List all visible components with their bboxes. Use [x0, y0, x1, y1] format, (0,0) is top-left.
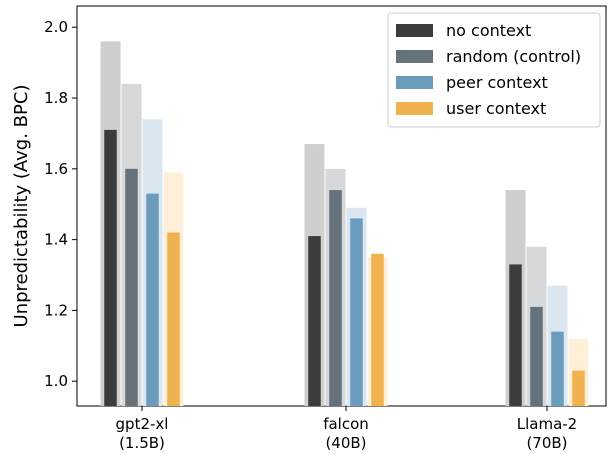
bar [350, 218, 363, 406]
bar [572, 370, 585, 406]
y-tick-label: 1.2 [44, 301, 68, 319]
legend-label: no context [446, 21, 531, 40]
bar [146, 193, 159, 406]
bar [125, 168, 138, 406]
y-tick-label: 1.0 [44, 372, 68, 390]
bar [371, 253, 384, 406]
bar [329, 190, 342, 406]
x-tick-sublabel: (1.5B) [119, 434, 165, 452]
y-tick-label: 1.4 [44, 231, 68, 249]
x-axis: gpt2-xl(1.5B) falcon(40B) Llama-2(70B) [116, 406, 577, 452]
x-tick-label: falcon [323, 415, 369, 433]
y-tick-label: 1.8 [44, 89, 68, 107]
legend-swatch [396, 102, 433, 115]
legend-label: user context [446, 99, 546, 118]
y-axis-label: Unpredictability (Avg. BPC) [11, 85, 32, 328]
bar [509, 264, 522, 406]
legend-box [387, 12, 601, 128]
y-axis: 1.0 1.2 1.4 1.6 1.8 2.0 [44, 18, 77, 390]
bar [551, 331, 564, 406]
x-tick-sublabel: (40B) [325, 434, 366, 452]
legend-swatch [396, 50, 433, 63]
x-tick-label: gpt2-xl [116, 415, 169, 433]
bar [104, 129, 117, 406]
y-tick-label: 2.0 [44, 18, 68, 36]
legend: no context random (control) peer context us… [387, 12, 601, 128]
bar [530, 306, 543, 406]
x-tick-label: Llama-2 [517, 415, 577, 433]
legend-swatch [396, 76, 433, 89]
bar [308, 236, 321, 406]
legend-swatch [396, 24, 433, 37]
bar [167, 232, 180, 406]
bars-group [100, 41, 589, 407]
legend-label: peer context [446, 73, 548, 92]
x-tick-sublabel: (70B) [526, 434, 567, 452]
y-tick-label: 1.6 [44, 160, 68, 178]
legend-label: random (control) [446, 47, 581, 66]
